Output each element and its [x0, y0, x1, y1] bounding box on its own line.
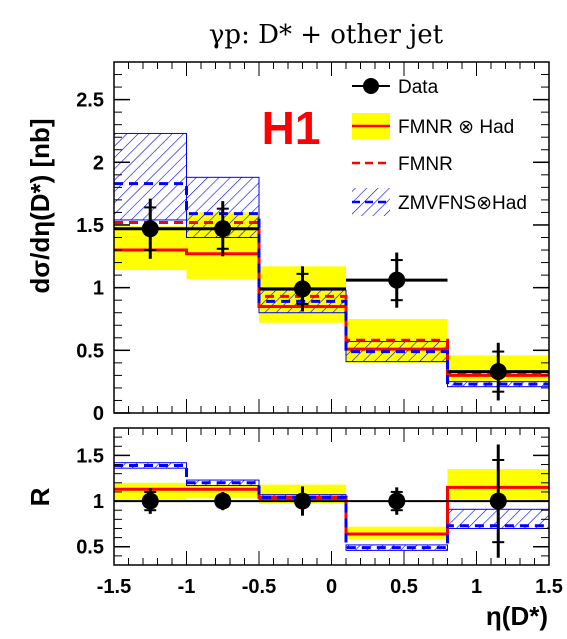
- ratio-x-tick-label: 1.5: [535, 576, 563, 598]
- legend-data-label: Data: [398, 77, 439, 98]
- x-axis-title: η(D*): [486, 601, 548, 631]
- ratio-data-point: [141, 492, 159, 510]
- upper-data-point: [388, 271, 406, 289]
- upper-y-tick-label: 2.5: [76, 90, 104, 112]
- upper-data-point: [214, 220, 232, 238]
- legend: Data FMNR ⊗ Had FMNR ZMVFNS⊗Had: [352, 77, 527, 216]
- ratio-y-tick-label: 0.5: [76, 537, 104, 559]
- upper-y-tick-label: 1: [93, 278, 104, 300]
- ratio-panel: 0.5 1 1.5 -1.5 -1 -0.5 0 0.5 1 1.5: [76, 427, 563, 598]
- upper-y-tick-label: 1.5: [76, 215, 104, 237]
- legend-zmvfns-label: ZMVFNS⊗Had: [398, 193, 527, 214]
- upper-y-tick-label: 0: [93, 403, 104, 425]
- legend-fmnr-label: FMNR: [398, 154, 453, 175]
- ratio-x-tick-label: 0: [326, 576, 337, 598]
- ratio-x-tick-label: -1: [178, 576, 196, 598]
- h1-logo-annotation: H1: [262, 102, 321, 154]
- upper-panel: 0 0.5 1 1.5 2 2.5: [76, 61, 550, 425]
- ratio-x-tick-label: 1: [471, 576, 482, 598]
- ratio-data-point: [388, 492, 406, 510]
- ratio-zmvfns-dashed-line: [114, 463, 549, 550]
- upper-data-point: [294, 280, 311, 298]
- ratio-data-point: [489, 492, 507, 510]
- ratio-x-tick-label: -0.5: [242, 576, 276, 598]
- ratio-x-tick-label: 0.5: [390, 576, 418, 598]
- legend-data-marker: [363, 78, 379, 94]
- upper-y-tick-label: 2: [93, 152, 104, 174]
- ratio-y-axis-title: R: [25, 487, 55, 506]
- upper-y-tick-label: 0.5: [76, 340, 104, 362]
- ratio-x-tick-label: -1.5: [97, 576, 131, 598]
- upper-data-point: [141, 220, 159, 238]
- upper-y-axis-title: dσ/dη(D*) [nb]: [25, 118, 55, 293]
- ratio-data-point: [214, 492, 232, 510]
- legend-fmnr-had-label: FMNR ⊗ Had: [398, 117, 514, 138]
- ratio-y-tick-label: 1.5: [76, 445, 104, 467]
- ratio-data-point: [294, 492, 311, 510]
- ratio-y-tick-label: 1: [93, 491, 104, 513]
- upper-data-point: [489, 363, 507, 381]
- chart-title: γp: D* + other jet: [209, 20, 444, 50]
